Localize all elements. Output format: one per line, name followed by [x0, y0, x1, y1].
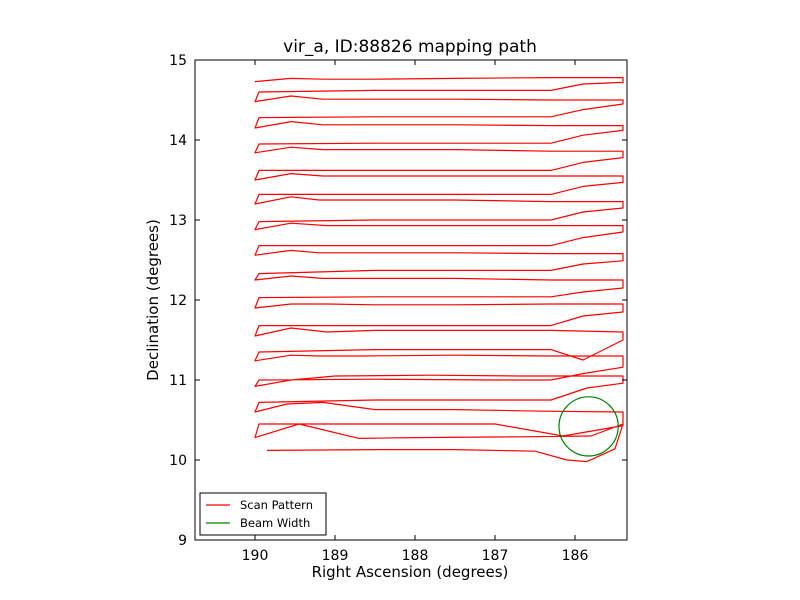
y-tick-label: 11	[169, 373, 187, 389]
y-tick-label: 14	[169, 133, 187, 149]
legend-label-scan-pattern: Scan Pattern	[240, 498, 313, 512]
x-tick-label: 189	[322, 548, 349, 564]
x-tick-label: 186	[562, 548, 589, 564]
x-tick-label: 188	[402, 548, 429, 564]
y-tick-label: 9	[178, 533, 187, 549]
legend-label-beam-width: Beam Width	[240, 516, 310, 530]
x-tick-label: 190	[242, 548, 269, 564]
chart-title: vir_a, ID:88826 mapping path	[283, 37, 537, 57]
x-axis-label: Right Ascension (degrees)	[312, 563, 509, 581]
x-axis-ticks: 190 189 188 187 186	[242, 60, 589, 564]
series-layer	[254, 76, 624, 463]
y-axis-label: Declination (degrees)	[144, 219, 162, 381]
scan-pattern-line	[254, 76, 624, 463]
beam-width-circle	[558, 396, 619, 457]
y-axis-ticks: 9 10 11 12 13 14 15	[169, 53, 627, 549]
legend: Scan Pattern Beam Width	[199, 492, 327, 536]
legend-frame	[199, 492, 327, 536]
x-tick-label: 187	[482, 548, 509, 564]
y-tick-label: 12	[169, 293, 187, 309]
y-tick-label: 15	[169, 53, 187, 69]
y-tick-label: 13	[169, 213, 187, 229]
y-tick-label: 10	[169, 453, 187, 469]
